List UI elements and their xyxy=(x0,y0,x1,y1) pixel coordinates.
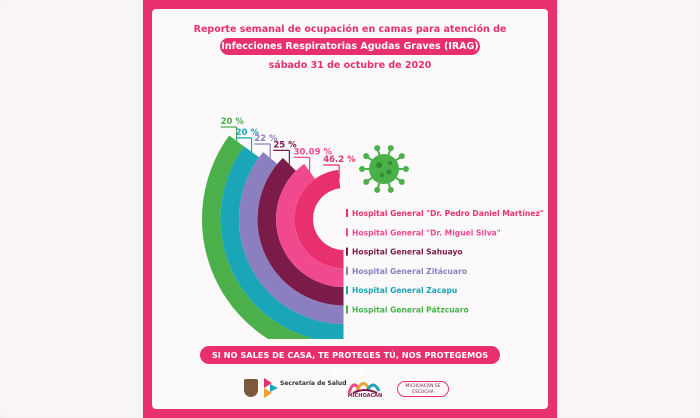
arc-bar-1 xyxy=(276,163,344,287)
hospital-marker-3 xyxy=(346,266,348,275)
hospital-marker-1 xyxy=(346,228,348,237)
report-card-inner: Reporte semanal de ocupación en camas pa… xyxy=(152,9,548,409)
occupancy-radial-chart: 20 %20 %22 %25 %30.09 %46.2 %Hospital Ge… xyxy=(202,77,544,339)
percent-label-3: 22 % xyxy=(254,134,278,144)
michoacan-text: MICHOACÁN xyxy=(347,393,383,399)
michoacan-escucha-logo: MICHOACÁN SE ESCUCHA xyxy=(397,381,449,397)
hospital-label-4: Hospital General Zacapu xyxy=(352,286,457,295)
virus-icon xyxy=(359,145,409,193)
report-subtitle-pill: Infecciones Respiratorias Agudas Graves … xyxy=(220,38,480,55)
hospital-label-0: Hospital General "Dr. Pedro Daniel Martí… xyxy=(352,209,544,218)
report-title: Reporte semanal de ocupación en camas pa… xyxy=(193,24,507,35)
background-blur-right xyxy=(550,0,700,418)
percent-label-1: 30.09 % xyxy=(294,147,333,157)
report-date: sábado 31 de octubre de 2020 xyxy=(268,60,432,71)
percent-label-2: 25 % xyxy=(273,140,297,150)
state-shield-logo xyxy=(244,379,258,397)
arc-bar-4 xyxy=(220,146,344,339)
hospital-marker-4 xyxy=(346,286,348,295)
hospital-label-2: Hospital General Sahuayo xyxy=(352,248,463,257)
background-blur-left xyxy=(0,0,150,418)
hospital-marker-2 xyxy=(346,247,348,256)
arc-bar-2 xyxy=(257,157,344,306)
secretaria-salud-logo xyxy=(264,378,278,398)
michoacan-logo xyxy=(347,382,381,394)
footer-logos: Secretaría de Salud MICHOACÁN MICHOACÁN … xyxy=(152,375,548,403)
hospital-marker-0 xyxy=(346,209,348,217)
arc-bar-5 xyxy=(202,135,316,339)
hospital-marker-5 xyxy=(346,305,348,314)
hospital-label-5: Hospital General Pátzcuaro xyxy=(352,306,469,315)
arc-bar-3 xyxy=(239,152,344,324)
percent-label-4: 20 % xyxy=(236,128,260,138)
report-card: Reporte semanal de ocupación en camas pa… xyxy=(143,0,557,418)
percent-label-5: 20 % xyxy=(221,117,245,127)
percent-label-0: 46.2 % xyxy=(323,155,356,165)
secretaria-salud-text: Secretaría de Salud xyxy=(280,380,347,387)
hospital-label-1: Hospital General "Dr. Miguel Silva" xyxy=(352,228,501,237)
hospital-label-3: Hospital General Zitácuaro xyxy=(352,267,467,276)
slogan-pill: SI NO SALES DE CASA, TE PROTEGES TÚ, NOS… xyxy=(200,346,500,378)
arc-bar-0 xyxy=(294,169,344,269)
